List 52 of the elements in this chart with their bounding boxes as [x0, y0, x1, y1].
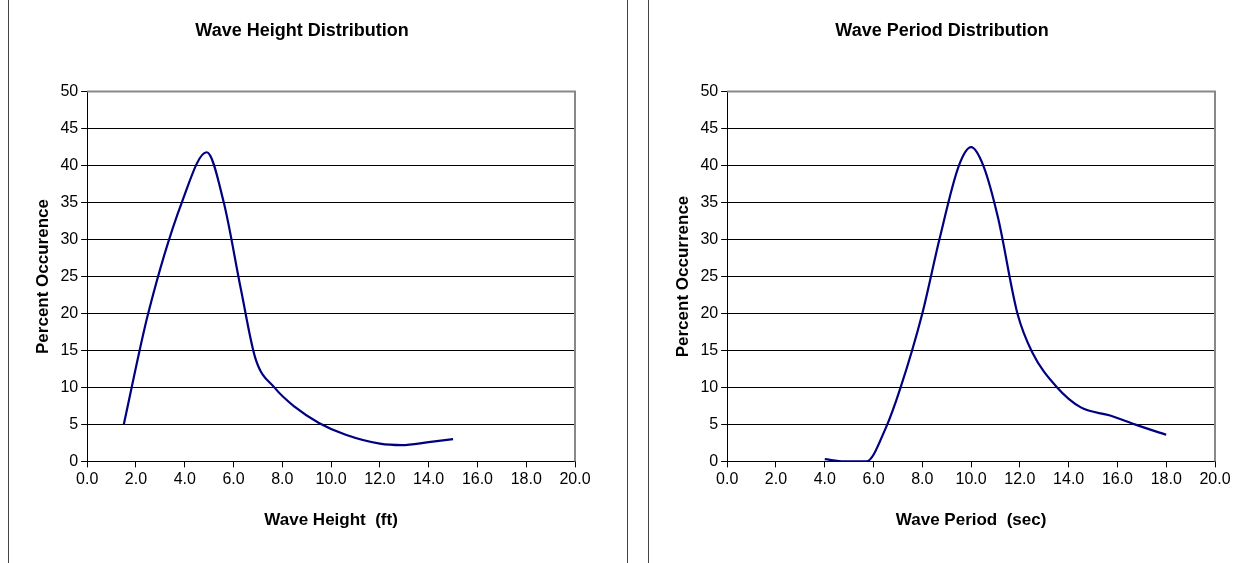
- y-tick-label: 10: [700, 377, 719, 395]
- x-tick-label: 10.0: [315, 470, 347, 488]
- x-tick-label: 14.0: [413, 470, 445, 488]
- y-tick-label: 45: [700, 118, 719, 136]
- x-axis-title: Wave Period (sec): [895, 510, 1047, 530]
- x-tick-label: 20.0: [1199, 470, 1231, 488]
- x-tick-label: 4.0: [173, 470, 196, 488]
- y-tick-label: 30: [700, 229, 719, 247]
- y-tick-label: 40: [700, 155, 719, 173]
- line-series: [122, 151, 455, 447]
- chart-title: Wave Period Distribution: [835, 19, 1049, 40]
- y-tick-label: 25: [700, 266, 719, 284]
- x-tick-label: 16.0: [461, 470, 494, 488]
- y-tick-label: 30: [60, 229, 79, 247]
- x-tick-label: 0.0: [716, 470, 739, 488]
- y-tick-label: 25: [60, 266, 79, 284]
- chart-title: Wave Height Distribution: [195, 19, 409, 40]
- y-tick-label: 35: [700, 192, 719, 210]
- x-tick-label: 18.0: [1150, 470, 1182, 488]
- y-tick-label: 10: [60, 377, 79, 395]
- x-tick-label: 10.0: [955, 470, 987, 488]
- x-tick-label: 2.0: [764, 470, 788, 488]
- y-tick-label: 15: [60, 340, 79, 358]
- y-axis-title: Percent Occurence: [32, 199, 52, 354]
- y-tick-label: 5: [69, 414, 79, 432]
- y-tick-label: 5: [709, 414, 719, 432]
- x-tick-label: 6.0: [862, 470, 885, 488]
- line-series: [823, 145, 1168, 462]
- y-tick-label: 20: [700, 303, 719, 321]
- y-tick-label: 50: [60, 82, 79, 100]
- y-tick-label: 35: [60, 192, 79, 210]
- x-tick-label: 18.0: [510, 470, 542, 488]
- x-tick-label: 0.0: [76, 470, 99, 488]
- x-axis-title: Wave Height (ft): [264, 510, 398, 530]
- y-tick-label: 15: [700, 340, 719, 358]
- x-tick-label: 2.0: [124, 470, 148, 488]
- x-tick-label: 12.0: [1004, 470, 1036, 488]
- x-tick-label: 8.0: [911, 470, 934, 488]
- x-tick-label: 4.0: [813, 470, 836, 488]
- y-tick-label: 45: [60, 118, 79, 136]
- y-axis-title: Percent Occurrence: [672, 195, 692, 358]
- x-tick-label: 16.0: [1101, 470, 1134, 488]
- x-tick-label: 12.0: [364, 470, 396, 488]
- x-tick-label: 8.0: [271, 470, 294, 488]
- y-tick-label: 20: [60, 303, 79, 321]
- x-tick-label: 14.0: [1053, 470, 1085, 488]
- x-tick-label: 6.0: [222, 470, 245, 488]
- y-tick-label: 0: [69, 451, 79, 469]
- y-tick-label: 0: [709, 451, 719, 469]
- y-tick-label: 40: [60, 155, 79, 173]
- x-tick-label: 20.0: [559, 470, 591, 488]
- y-tick-label: 50: [700, 82, 719, 100]
